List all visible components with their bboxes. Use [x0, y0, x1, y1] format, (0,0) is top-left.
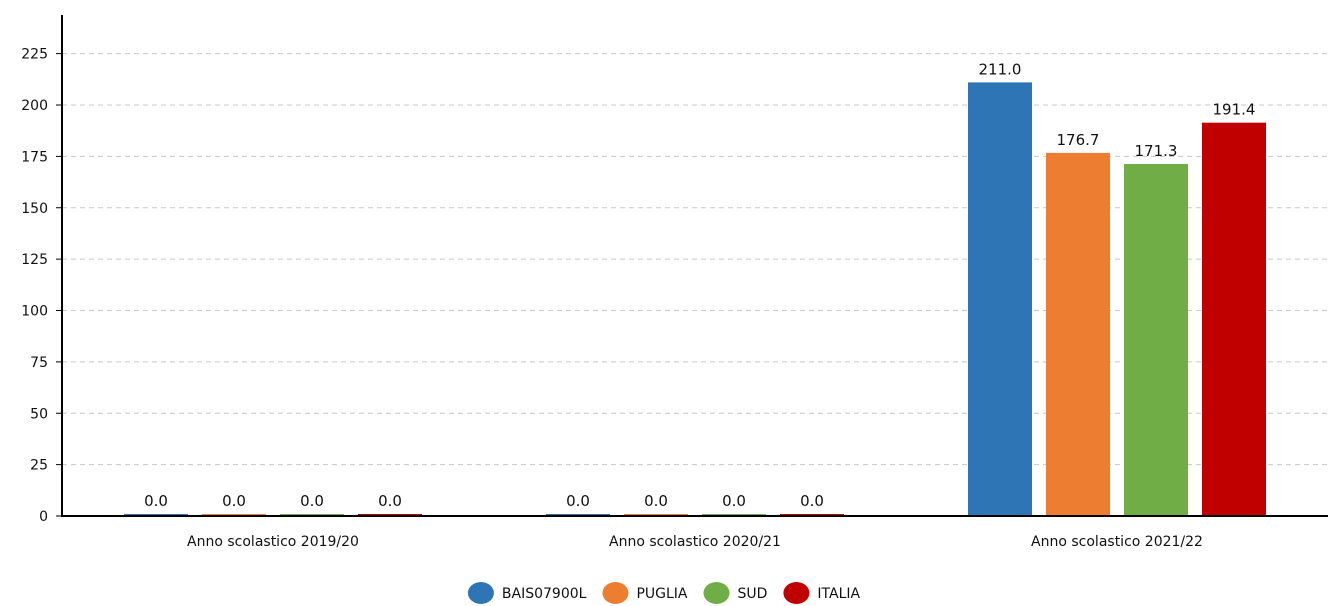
ytick-label: 100: [21, 304, 48, 320]
data-label: 0.0: [378, 492, 402, 510]
data-label: 0.0: [144, 492, 168, 510]
data-labels: 0.0 0.0 0.0 0.0 0.0 0.0 0.0 0.0 211.0 176.7 171.3 1…: [144, 60, 1255, 510]
legend: BAIS07900L PUGLIA SUD ITALIA: [467, 582, 861, 604]
bar-sud-3: [1124, 163, 1188, 516]
ytick-label: 175: [21, 149, 48, 165]
y-axis-ticks: 0 25 50 75 100 125 150 175 200 225: [21, 47, 62, 525]
data-label: 0.0: [800, 492, 824, 510]
data-label: 0.0: [566, 492, 590, 510]
legend-label: ITALIA: [817, 586, 860, 602]
ytick-label: 225: [21, 47, 48, 63]
legend-label: BAIS07900L: [502, 586, 587, 602]
data-label: 211.0: [979, 60, 1022, 78]
legend-swatch-italia: [783, 582, 810, 604]
legend-label: PUGLIA: [636, 586, 687, 602]
ytick-label: 0: [39, 509, 48, 525]
bars: [124, 82, 1266, 517]
data-label: 191.4: [1213, 101, 1256, 119]
data-label: 176.7: [1057, 131, 1100, 149]
legend-swatch-puglia: [602, 582, 629, 604]
ytick-label: 150: [21, 201, 48, 217]
category-label: Anno scolastico 2020/21: [609, 534, 781, 550]
bar-italia-3: [1202, 122, 1266, 516]
grid-lines: [62, 53, 1328, 466]
ytick-label: 200: [21, 98, 48, 114]
ytick-label: 75: [30, 355, 48, 371]
category-label: Anno scolastico 2019/20: [187, 534, 359, 550]
bar-bais07900l-3: [968, 82, 1032, 517]
bar-puglia-3: [1046, 152, 1110, 516]
legend-swatch-sud: [703, 582, 730, 604]
x-axis-categories: Anno scolastico 2019/20 Anno scolastico 2…: [187, 534, 1203, 550]
ytick-label: 50: [30, 406, 48, 422]
ytick-label: 25: [30, 458, 48, 474]
legend-label: SUD: [737, 586, 767, 602]
axes: [61, 15, 1328, 517]
data-label: 0.0: [300, 492, 324, 510]
data-label: 0.0: [222, 492, 246, 510]
category-label: Anno scolastico 2021/22: [1031, 534, 1203, 550]
data-label: 0.0: [722, 492, 746, 510]
legend-swatch-bais07900l: [467, 582, 494, 604]
data-label: 171.3: [1135, 142, 1178, 160]
ytick-label: 125: [21, 252, 48, 268]
data-label: 0.0: [644, 492, 668, 510]
